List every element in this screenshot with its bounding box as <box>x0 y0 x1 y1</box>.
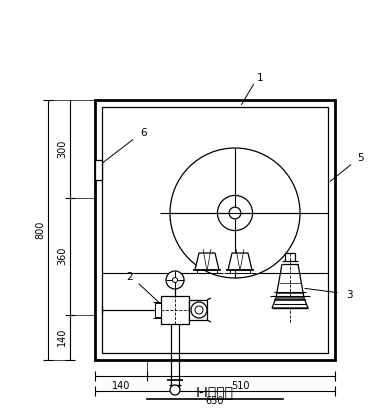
Text: 650: 650 <box>206 396 224 406</box>
Text: 140: 140 <box>112 381 130 391</box>
Polygon shape <box>272 298 308 308</box>
Circle shape <box>191 302 207 318</box>
Bar <box>155 303 161 317</box>
Bar <box>161 296 189 324</box>
Circle shape <box>217 196 253 231</box>
Bar <box>95 100 335 360</box>
Text: I-I剖面图: I-I剖面图 <box>196 385 234 399</box>
Bar <box>95 160 102 180</box>
Text: 6: 6 <box>140 128 147 138</box>
Bar <box>189 300 207 320</box>
Text: 800: 800 <box>35 221 45 239</box>
Circle shape <box>170 148 300 278</box>
Circle shape <box>166 271 184 289</box>
Polygon shape <box>228 253 252 270</box>
Circle shape <box>229 207 241 219</box>
Text: 5: 5 <box>357 153 364 163</box>
Circle shape <box>170 385 180 395</box>
Text: 510: 510 <box>231 381 250 391</box>
Text: 2: 2 <box>127 272 133 282</box>
Text: 3: 3 <box>346 290 353 300</box>
Circle shape <box>195 306 203 314</box>
Text: 300: 300 <box>57 140 67 158</box>
Bar <box>102 107 328 353</box>
Circle shape <box>173 278 178 283</box>
Polygon shape <box>195 253 219 270</box>
Text: 4: 4 <box>169 215 175 225</box>
Text: 1: 1 <box>257 73 264 83</box>
Text: 140: 140 <box>57 328 67 347</box>
Text: 360: 360 <box>57 247 67 265</box>
